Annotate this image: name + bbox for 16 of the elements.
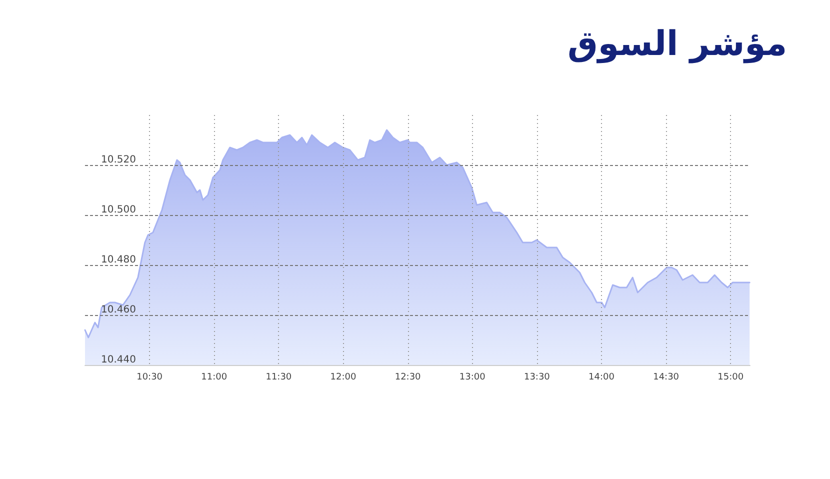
chart-title: مؤشر السوق: [567, 24, 788, 64]
y-tick-label: 10.520: [101, 154, 136, 166]
y-tick-label: 10.460: [101, 304, 136, 316]
x-tick-label: 15:00: [718, 372, 744, 382]
y-tick-label: 10.500: [101, 204, 136, 216]
x-tick-label: 13:00: [459, 372, 486, 382]
x-tick-label: 14:00: [588, 372, 615, 382]
x-tick-label: 11:00: [201, 372, 228, 382]
y-tick-label: 10.440: [101, 354, 136, 366]
x-tick-label: 13:30: [524, 372, 550, 382]
x-tick-label: 11:30: [266, 372, 292, 382]
x-tick-label: 12:30: [394, 372, 422, 382]
x-tick-label: 14:30: [653, 372, 680, 382]
y-tick-label: 10.480: [101, 254, 136, 266]
x-tick-label: 12:00: [330, 372, 356, 382]
x-tick-label: 10:30: [136, 372, 163, 382]
